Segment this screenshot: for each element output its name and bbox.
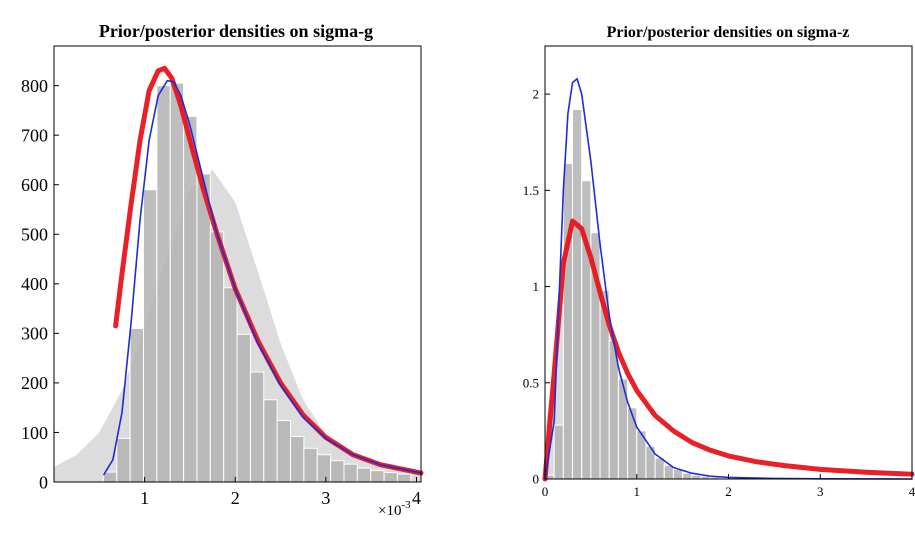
histogram-bar: [263, 399, 278, 483]
y-tick-label: 200: [21, 373, 48, 393]
x-tick-label: 1: [634, 484, 641, 499]
y-tick-label: 1: [533, 279, 540, 294]
histogram-bar: [330, 460, 345, 483]
histogram-bar: [169, 82, 185, 483]
y-tick-label: 600: [21, 175, 48, 195]
histogram-bar: [142, 189, 158, 483]
x-tick-label: 3: [817, 484, 824, 499]
histogram-bar: [129, 327, 144, 483]
x-tick-label: 4: [412, 488, 421, 508]
y-tick-label: 1.5: [523, 183, 539, 198]
x-tick-label: 0: [542, 484, 549, 499]
histogram-bar: [627, 407, 638, 480]
histogram-bar: [156, 85, 171, 483]
x-tick-label: 2: [231, 488, 240, 508]
histogram-bar: [343, 463, 358, 483]
histogram-bar: [209, 231, 225, 483]
posterior-density-red-line: [542, 218, 915, 482]
y-tick-label: 400: [21, 274, 48, 294]
histogram-bar: [303, 447, 318, 483]
histogram-bar: [116, 437, 131, 483]
histogram-bar: [682, 472, 693, 480]
posterior-density-blue-line: [544, 77, 913, 480]
histogram-bar: [581, 180, 592, 480]
histogram-bar: [223, 287, 238, 483]
posterior-density-blue-line: [103, 79, 422, 476]
histogram-bar: [276, 420, 292, 483]
histogram-bar: [290, 435, 305, 483]
x-tick-label: 2: [725, 484, 732, 499]
axis-ticks: 0 1 2 3 4 0 0.5 1 1.5 2: [523, 87, 915, 499]
x-tick-label: 1: [140, 488, 149, 508]
histogram-bar: [196, 173, 211, 483]
histogram-bars: [102, 82, 412, 483]
histogram-bar: [236, 333, 251, 483]
y-tick-label: 300: [21, 324, 48, 344]
histogram-bar: [691, 474, 702, 480]
histogram-bar: [383, 472, 398, 483]
density-lines: [103, 65, 424, 476]
y-tick-label: 700: [21, 125, 48, 145]
y-tick-label: 2: [533, 87, 540, 102]
x-tick-label: 3: [321, 488, 330, 508]
histogram-bar: [102, 471, 118, 483]
chart-title: Prior/posterior densities on sigma-z: [607, 24, 850, 41]
histogram-bar: [672, 468, 684, 480]
histogram-bar: [370, 470, 385, 483]
histogram-bar: [553, 424, 564, 480]
histogram-bar: [249, 371, 265, 483]
density-lines: [542, 77, 915, 482]
posterior-density-red-line: [113, 65, 424, 476]
y-tick-label: 100: [21, 423, 48, 443]
y-tick-label: 0.5: [523, 375, 539, 390]
y-tick-label: 0: [533, 472, 540, 487]
histogram-bar: [396, 473, 412, 483]
histogram-bar: [183, 115, 198, 483]
histogram-bars: [544, 109, 720, 480]
y-tick-label: 0: [39, 472, 48, 492]
histogram-bar: [562, 162, 574, 480]
histogram-bar: [356, 467, 372, 483]
chart-sigma-z: Prior/posterior densities on sigma-z 0 1 2…: [523, 24, 915, 499]
x-exponent-label: ×10-3: [378, 499, 411, 519]
y-tick-label: 800: [21, 76, 48, 96]
chart-title: Prior/posterior densities on sigma-g: [99, 21, 373, 41]
plot-frame: [53, 45, 422, 483]
histogram-bar: [663, 465, 674, 480]
histogram-bar: [654, 457, 665, 480]
x-tick-label: 4: [909, 484, 915, 499]
histogram-bar: [316, 454, 332, 483]
y-tick-label: 500: [21, 225, 48, 245]
histogram-bar: [572, 109, 583, 480]
axis-ticks: 1 2 3 4 0 100 200 300 400 500 600 700 800: [21, 76, 421, 508]
chart-sigma-g: Prior/posterior densities on sigma-g 1 2 3…: [21, 21, 424, 519]
